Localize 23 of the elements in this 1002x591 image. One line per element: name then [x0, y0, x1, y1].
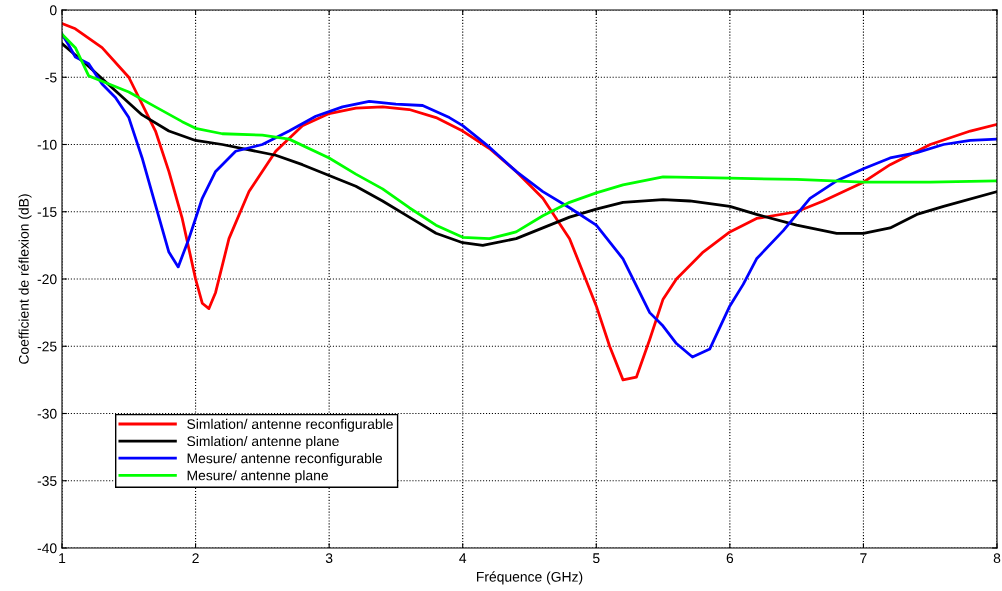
x-tick-label: 3 [325, 553, 333, 564]
legend-label: Mesure/ antenne reconfigurable [187, 453, 383, 466]
y-tick-label: -40 [37, 543, 57, 554]
x-tick-label: 8 [993, 553, 1001, 564]
y-tick-label: -5 [45, 72, 57, 83]
y-tick-label: -10 [37, 139, 57, 150]
legend-label: Mesure/ antenne plane [187, 470, 328, 484]
x-tick-label: 2 [192, 553, 199, 563]
y-tick-label: -30 [37, 408, 57, 419]
y-tick-label: -20 [37, 274, 57, 285]
y-tick-label: -35 [37, 476, 57, 486]
x-tick-label: 7 [860, 553, 867, 563]
x-tick-label: 5 [592, 553, 600, 564]
y-tick-label: -15 [37, 207, 57, 217]
legend-label: Simlation/ antenne plane [187, 435, 339, 449]
legend-label: Simlation/ antenne reconfigurable [187, 418, 393, 432]
x-axis-title: Fréquence (GHz) [477, 571, 583, 585]
x-tick-label: 4 [459, 553, 467, 563]
y-axis-title: Coefficient de réflexion (dB) [18, 194, 32, 364]
x-tick-label: 1 [59, 553, 66, 563]
y-tick-label: -25 [37, 341, 57, 352]
x-tick-label: 6 [726, 553, 734, 564]
y-tick-label: 0 [49, 5, 57, 16]
